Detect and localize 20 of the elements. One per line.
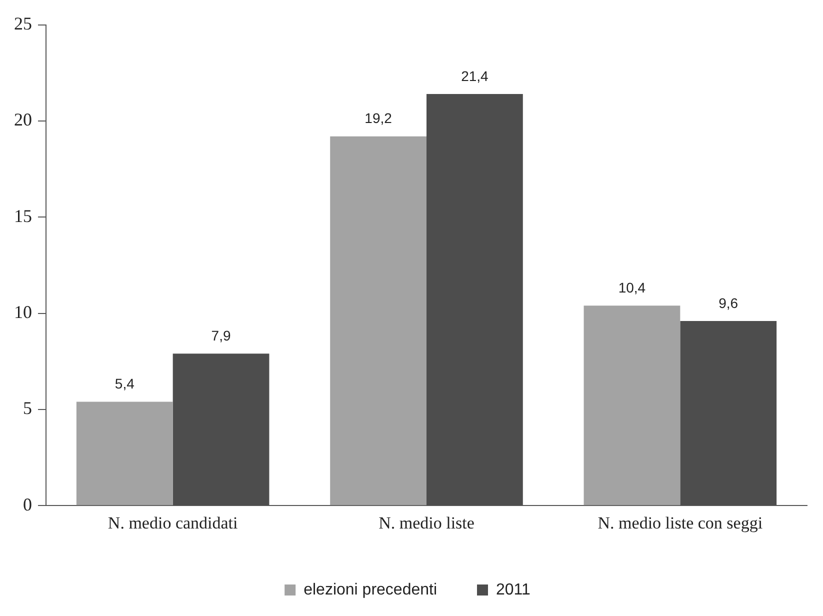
bar (76, 402, 173, 506)
x-tick-label: N. medio liste con seggi (598, 513, 763, 532)
data-label: 9,6 (718, 294, 738, 311)
data-label: 5,4 (114, 376, 135, 392)
legend-label: elezioni precedenti (304, 581, 438, 598)
y-tick-label: 0 (23, 494, 32, 514)
y-tick-label: 25 (14, 14, 32, 34)
data-label: 7,9 (211, 328, 231, 344)
x-tick-label: N. medio candidati (108, 513, 238, 532)
y-tick-label: 20 (14, 110, 32, 130)
data-label: 19,2 (364, 110, 392, 126)
y-tick-label: 5 (23, 398, 32, 418)
y-tick-label: 10 (14, 302, 32, 322)
data-label: 10,4 (618, 279, 646, 296)
x-tick-label: N. medio liste (378, 513, 474, 532)
legend-label: 2011 (496, 581, 531, 598)
bar (330, 136, 426, 506)
y-tick-label: 15 (14, 206, 32, 226)
bar (584, 306, 680, 506)
data-label: 21,4 (461, 68, 489, 84)
